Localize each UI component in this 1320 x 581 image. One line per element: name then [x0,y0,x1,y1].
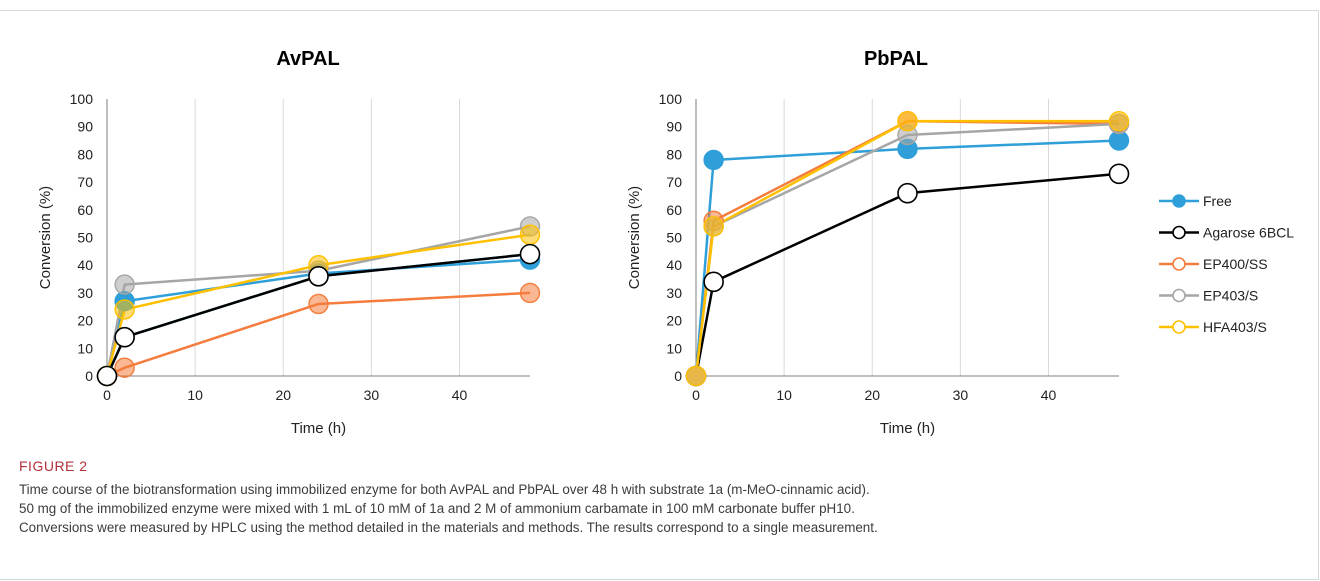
x-tick-label: 20 [275,387,291,403]
data-point [96,365,118,387]
y-tick-label: 40 [77,257,93,273]
caption-line: 50 mg of the immobilized enzyme were mix… [19,501,855,516]
y-tick-label: 70 [77,174,93,190]
y-tick-label: 10 [77,340,93,356]
y-tick-label: 60 [77,202,93,218]
data-point [114,326,135,348]
series-line [694,122,1120,377]
y-tick-label: 80 [666,146,682,162]
legend-label: EP400/SS [1203,256,1268,272]
y-tick-label: 10 [666,340,682,356]
data-point [114,299,135,320]
data-point [1108,110,1130,132]
chart-title: PbPAL [864,48,928,70]
figure-label: FIGURE 2 [19,458,88,474]
x-tick-label: 0 [103,387,111,403]
data-point [1108,163,1130,185]
x-tick-label: 30 [364,387,380,403]
caption-text: Time course of the biotransformation usi… [19,480,1309,537]
x-axis-label: Time (h) [291,420,346,437]
y-tick-label: 50 [77,230,93,246]
x-tick-label: 10 [776,387,792,403]
data-point [897,110,918,132]
y-tick-label: 60 [666,202,682,218]
caption-line: Conversions were measured by HPLC using … [19,520,878,535]
legend-label: HFA403/S [1203,319,1267,335]
data-point [114,274,135,295]
figure-frame [0,10,1319,580]
data-point [308,265,329,287]
y-axis-label: Conversion (%) [626,186,643,289]
chart-avpal: AvPAL 0 10 20 30 40 50 60 70 80 90 100 0 10 20 30 40 Time… [37,48,541,437]
series-line [694,172,1120,377]
figure-caption: FIGURE 2 Time course of the biotransform… [19,458,1309,537]
y-tick-label: 100 [70,91,94,107]
data-point [703,271,724,293]
caption-line: Time course of the biotransformation usi… [19,482,870,497]
y-tick-label: 90 [77,119,93,135]
data-point [519,243,541,265]
legend: Free Agarose 6BCL EP400/SS EP403/S HFA403/S [1159,193,1294,335]
y-tick-label: 0 [674,368,682,384]
y-tick-label: 30 [666,285,682,301]
series-line [105,252,531,377]
y-tick-label: 70 [666,174,682,190]
chart-pbpal: PbPAL 0 10 20 30 40 50 60 70 80 90 100 0 10 20 30 40 Time… [626,48,1130,437]
data-point [519,282,541,304]
y-tick-label: 100 [659,91,683,107]
legend-label: Agarose 6BCL [1203,225,1294,241]
legend-swatch-marker [1172,225,1186,240]
y-tick-label: 20 [666,313,682,329]
series-line [105,225,531,377]
x-tick-label: 30 [953,387,969,403]
data-point [114,357,135,378]
x-tick-label: 40 [1041,387,1057,403]
legend-label: EP403/S [1203,288,1258,304]
series-line [694,139,1120,377]
legend-swatch-marker [1172,257,1186,271]
y-axis-label: Conversion (%) [37,186,54,289]
figure-charts: AvPAL 0 10 20 30 40 50 60 70 80 90 100 0 10 20 30 40 Time… [0,38,1320,453]
data-point [703,216,724,237]
chart-title: AvPAL [276,48,339,70]
y-tick-label: 90 [666,119,682,135]
x-axis-label: Time (h) [880,420,935,437]
series-line [694,119,1120,377]
y-tick-label: 40 [666,257,682,273]
x-tick-label: 10 [187,387,203,403]
data-point [519,224,541,245]
legend-swatch-marker [1172,194,1186,208]
series-line [105,233,531,377]
y-tick-label: 0 [85,368,93,384]
x-tick-label: 0 [692,387,700,403]
data-point [685,365,707,387]
x-tick-label: 20 [864,387,880,403]
legend-swatch-marker [1172,320,1186,334]
data-point [703,149,724,171]
data-point [897,182,918,204]
data-point [308,293,329,315]
y-tick-label: 80 [77,146,93,162]
legend-swatch-marker [1172,288,1186,303]
series-line [694,119,1119,377]
x-tick-label: 40 [452,387,468,403]
legend-label: Free [1203,193,1232,209]
y-tick-label: 50 [666,230,682,246]
y-tick-label: 20 [77,313,93,329]
y-tick-label: 30 [77,285,93,301]
